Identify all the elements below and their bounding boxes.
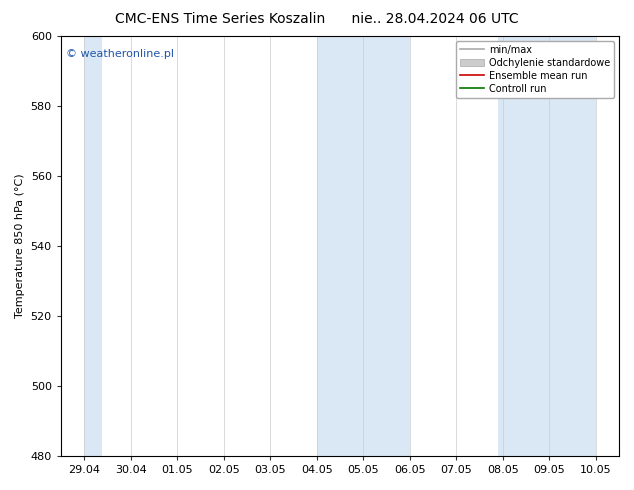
- Bar: [498, 36, 596, 456]
- Text: CMC-ENS Time Series Koszalin      nie.. 28.04.2024 06 UTC: CMC-ENS Time Series Koszalin nie.. 28.04…: [115, 12, 519, 26]
- Y-axis label: Temperature 850 hPa (°C): Temperature 850 hPa (°C): [15, 174, 25, 318]
- Bar: [316, 36, 410, 456]
- Legend: min/max, Odchylenie standardowe, Ensemble mean run, Controll run: min/max, Odchylenie standardowe, Ensembl…: [456, 41, 614, 98]
- Bar: [84, 36, 102, 456]
- Text: © weatheronline.pl: © weatheronline.pl: [67, 49, 174, 59]
